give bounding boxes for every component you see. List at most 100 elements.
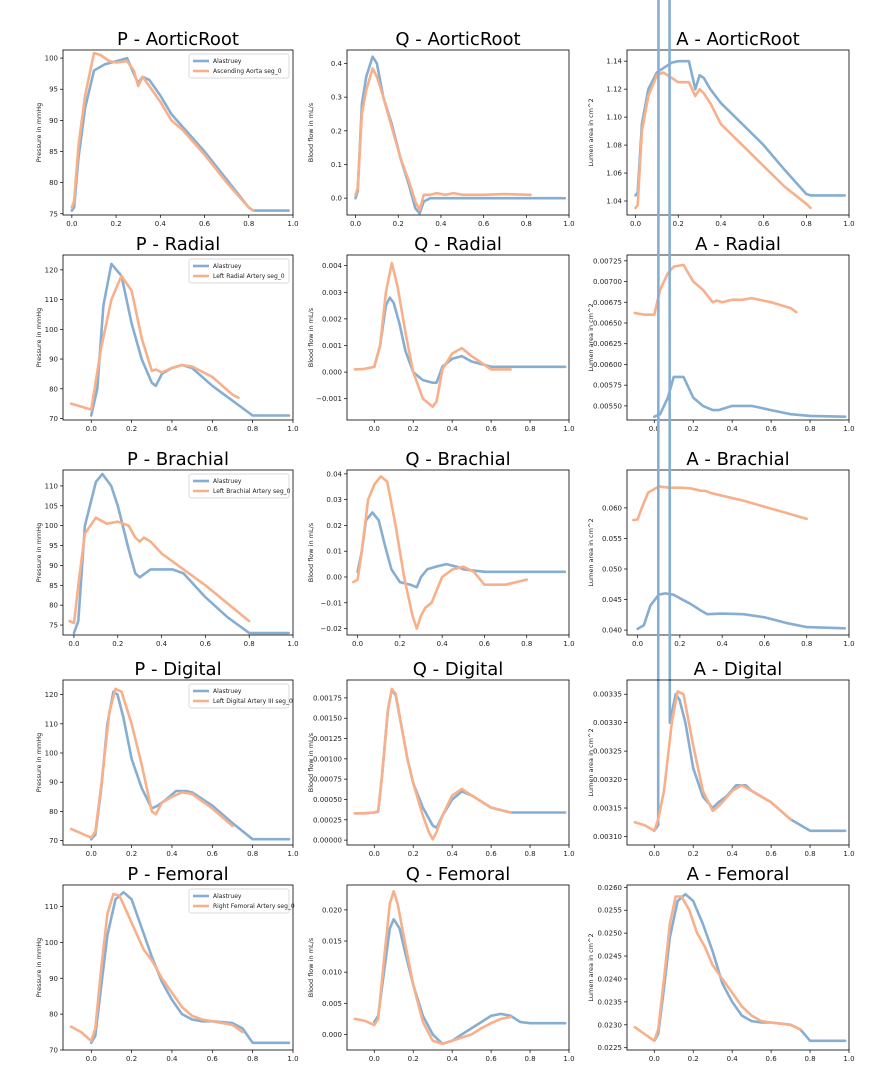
x-tick-label: 0.6: [766, 425, 778, 433]
y-tick-label: 0.003: [322, 289, 342, 297]
x-tick-label: 0.8: [804, 1055, 815, 1063]
y-tick-label: 90: [49, 779, 58, 787]
series-line-alastruey: [634, 59, 847, 197]
chart-p-aorticroot: P - AorticRoot 0.0 0.2 0.4 0.6 0.8 1.0 75 80 85 90…: [35, 29, 299, 228]
x-tick-label: 0.2: [394, 640, 405, 648]
chart-title: P - AorticRoot: [117, 29, 239, 50]
legend-box: [188, 683, 290, 709]
y-tick-label: 0.00700: [593, 278, 622, 286]
y-tick-label: 0.00600: [593, 361, 622, 369]
y-axis-label: Blood flow in mL/s: [307, 522, 315, 582]
y-tick-label: 0.00: [326, 573, 342, 581]
x-tick-label: 0.0: [369, 425, 380, 433]
y-tick-label: 0.0245: [598, 953, 623, 961]
y-tick-label: 0.0230: [598, 1021, 623, 1029]
legend-box: [188, 888, 290, 914]
x-tick-label: 1.0: [287, 850, 298, 858]
y-tick-label: 0.0260: [598, 884, 623, 892]
series-line-alastruey: [652, 375, 847, 419]
legend-entry: Left Radial Artery seg_0: [213, 273, 285, 280]
y-tick-label: 0.0235: [598, 998, 623, 1006]
chart-q-aorticroot: Q - AorticRoot 0.0 0.2 0.4 0.6 0.8 1.0 0.0 0.1 0.…: [307, 29, 575, 228]
legend: Alastruey Ascending Aorta seg_0: [188, 53, 290, 79]
x-tick-label: 0.8: [521, 220, 532, 228]
x-tick-label: 0.6: [479, 640, 491, 648]
y-tick-label: 0.0: [331, 195, 342, 203]
legend: Alastruey Left Brachial Artery seg_0: [188, 473, 291, 499]
series-line-alastruey: [353, 688, 567, 830]
x-tick-label: 0.6: [486, 850, 498, 858]
y-tick-label: 0.00725: [593, 257, 622, 265]
x-tick-label: 0.0: [649, 425, 660, 433]
x-tick-label: 0.0: [86, 425, 97, 433]
x-tick-label: 0.0: [68, 640, 79, 648]
x-tick-label: 0.8: [804, 425, 815, 433]
y-tick-label: 0.2: [331, 127, 342, 135]
series-line-alastruey: [354, 55, 567, 215]
y-tick-label: 1.04: [606, 198, 622, 206]
y-tick-label: 110: [45, 296, 58, 304]
x-tick-label: 0.0: [369, 850, 380, 858]
legend-entry: Alastruey: [213, 893, 242, 900]
series-line-alastruey: [356, 511, 567, 589]
chart-q-radial: Q - Radial 0.0 0.2 0.4 0.6 0.8 1.0 −0.001 0.000 0…: [307, 234, 575, 433]
legend-entry: Alastruey: [213, 58, 242, 65]
x-tick-label: 0.0: [66, 220, 77, 228]
chart-title: Q - AorticRoot: [395, 29, 520, 50]
y-tick-label: 0.0250: [598, 930, 623, 938]
series-line-model: [69, 687, 234, 840]
series-line-model: [631, 485, 809, 522]
y-axis-label: Pressure in mmHg: [35, 938, 43, 998]
y-tick-label: 0.00625: [593, 340, 622, 348]
y-tick-label: 110: [45, 903, 58, 911]
axes-frame: [626, 469, 850, 636]
x-tick-label: 0.4: [447, 425, 459, 433]
x-tick-label: 0.2: [126, 1055, 137, 1063]
x-tick-label: 1.0: [563, 640, 574, 648]
x-tick-label: 0.4: [166, 850, 178, 858]
chart-p-radial: P - Radial 0.0 0.2 0.4 0.6 0.8 1.0 70 80 90 100 110…: [35, 234, 299, 433]
y-tick-label: 0.0240: [598, 975, 623, 983]
axes-frame: [62, 254, 294, 421]
x-tick-label: 0.2: [111, 220, 122, 228]
legend: Alastruey Right Femoral Artery seg_0: [188, 888, 295, 914]
x-tick-label: 0.4: [437, 640, 449, 648]
legend-box: [188, 258, 290, 284]
series-line-alastruey: [89, 890, 291, 1045]
y-axis-label: Lumen area in cm^2: [587, 98, 595, 166]
chart-title: Q - Femoral: [406, 864, 511, 885]
series-line-model: [633, 895, 802, 1043]
legend-box: [188, 53, 290, 79]
series-line-model: [353, 889, 512, 1046]
axes-frame: [626, 254, 850, 421]
series-line-alastruey: [652, 892, 847, 1043]
y-tick-label: 80: [49, 385, 58, 393]
chart-title: P - Digital: [134, 659, 221, 680]
x-tick-label: 0.4: [715, 220, 727, 228]
axes-frame: [62, 49, 294, 216]
y-tick-label: 0.00310: [593, 833, 622, 841]
x-tick-label: 0.4: [166, 425, 178, 433]
y-tick-label: −0.001: [316, 395, 342, 403]
x-tick-label: 0.8: [804, 850, 815, 858]
axes-frame: [62, 679, 294, 846]
chart-p-digital: P - Digital 0.0 0.2 0.4 0.6 0.8 1.0 70 80 90 100 11…: [35, 659, 299, 858]
series-line-alastruey: [372, 296, 567, 385]
x-tick-label: 0.4: [166, 1055, 178, 1063]
x-tick-label: 1.0: [843, 1055, 854, 1063]
y-tick-label: 80: [49, 808, 58, 816]
y-tick-label: 0.010: [322, 969, 342, 977]
series-line-model: [69, 892, 244, 1043]
x-tick-label: 0.2: [393, 220, 404, 228]
y-tick-label: 0.060: [602, 504, 622, 512]
y-tick-label: 90: [49, 356, 58, 364]
x-tick-label: 0.6: [478, 220, 490, 228]
chart-title: A - Femoral: [687, 864, 790, 885]
y-tick-label: 0.0225: [598, 1044, 623, 1052]
chart-a-radial: A - Radial 0.0 0.2 0.4 0.6 0.8 1.0 0.00550 0.005…: [587, 234, 855, 433]
x-tick-label: 0.8: [524, 425, 535, 433]
y-tick-label: 75: [49, 622, 58, 630]
y-tick-label: 100: [45, 326, 58, 334]
y-tick-label: −0.01: [321, 599, 342, 607]
